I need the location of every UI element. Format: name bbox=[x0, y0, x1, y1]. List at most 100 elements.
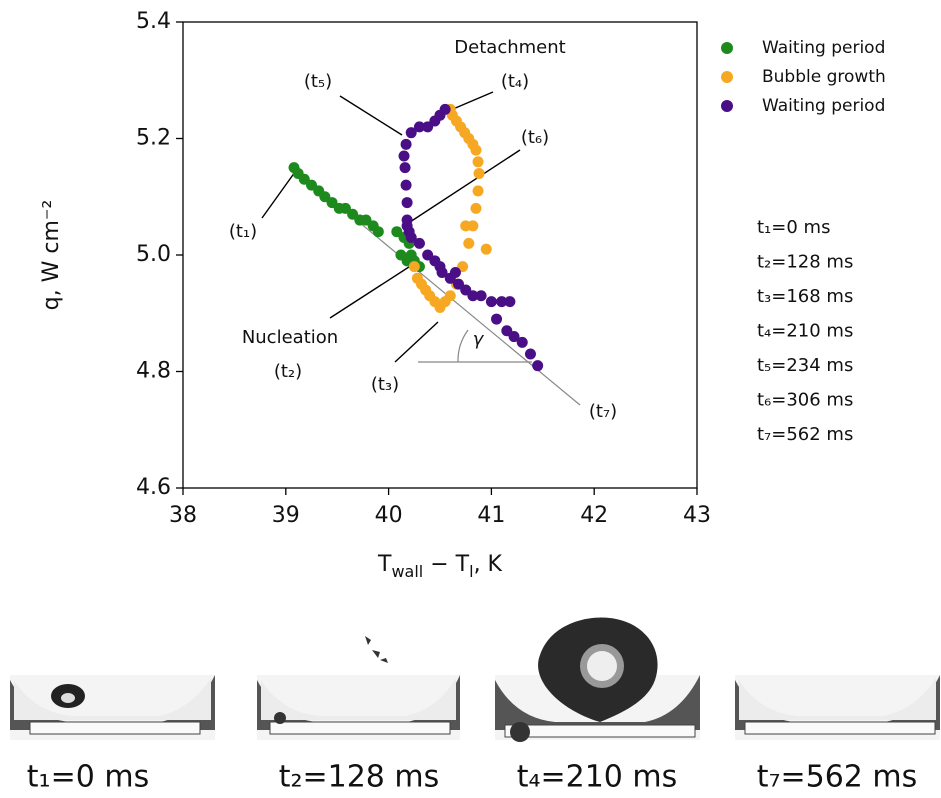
x-tick-label: 39 bbox=[272, 503, 300, 528]
point bbox=[473, 167, 485, 179]
point bbox=[475, 290, 487, 302]
point bbox=[470, 202, 482, 214]
point bbox=[399, 162, 411, 174]
photo-debris bbox=[365, 636, 388, 663]
point bbox=[472, 185, 484, 197]
point bbox=[516, 336, 528, 348]
y-tick-label: 5.2 bbox=[136, 126, 171, 151]
point bbox=[491, 313, 503, 325]
annotation: (t₃) bbox=[371, 374, 399, 395]
x-tick-label: 43 bbox=[683, 503, 711, 528]
point bbox=[413, 121, 425, 133]
point bbox=[413, 237, 425, 249]
y-tick-label: 4.8 bbox=[136, 359, 171, 384]
series bbox=[408, 103, 492, 313]
photo-bubble-core bbox=[61, 693, 75, 703]
point bbox=[496, 296, 508, 308]
photo bbox=[10, 675, 215, 740]
photo-bubble-core bbox=[587, 651, 617, 681]
legend-marker bbox=[721, 100, 733, 112]
photo-caption: t₇=562 ms bbox=[757, 760, 918, 795]
photo-liquid bbox=[14, 678, 211, 720]
annotation: (t₆) bbox=[521, 127, 549, 148]
point bbox=[480, 243, 492, 255]
x-label-sub: wall bbox=[391, 562, 423, 581]
series bbox=[288, 162, 425, 273]
x-label-sub: l bbox=[469, 562, 473, 581]
point bbox=[405, 232, 417, 244]
x-tick-label: 41 bbox=[477, 503, 505, 528]
legend-marker bbox=[721, 71, 733, 83]
point bbox=[463, 237, 475, 249]
x-tick-label: 40 bbox=[375, 503, 403, 528]
plot-frame bbox=[182, 21, 698, 489]
y-tick-label: 4.6 bbox=[136, 475, 171, 500]
annotation: Nucleation bbox=[242, 327, 338, 348]
annotation: (t₇) bbox=[589, 401, 617, 422]
point bbox=[485, 296, 497, 308]
leader bbox=[409, 149, 521, 223]
y-axis-label: q, W cm⁻² bbox=[39, 200, 64, 311]
photo-plate bbox=[269, 721, 451, 735]
annotation: (t₅) bbox=[304, 71, 332, 92]
photo-plate bbox=[29, 721, 201, 735]
time-note: t₃=168 ms bbox=[757, 286, 853, 307]
point bbox=[401, 220, 413, 232]
photo bbox=[735, 675, 940, 740]
photo-liquid bbox=[739, 678, 936, 720]
x-label-part: T bbox=[377, 552, 392, 577]
annotation: (t₂) bbox=[274, 361, 302, 382]
point bbox=[504, 296, 516, 308]
time-note: t₇=562 ms bbox=[757, 424, 853, 445]
x-axis-label: Twall − Tl, K bbox=[377, 552, 503, 581]
point bbox=[400, 179, 412, 191]
time-note: t₄=210 ms bbox=[757, 321, 853, 342]
point bbox=[395, 249, 407, 261]
point bbox=[472, 156, 484, 168]
angle-arc bbox=[457, 329, 469, 363]
annotation: (t₁) bbox=[229, 221, 257, 242]
legend-label: Waiting period bbox=[762, 38, 885, 58]
point bbox=[444, 290, 456, 302]
y-tick-label: 5.0 bbox=[136, 242, 171, 267]
legend-label: Waiting period bbox=[762, 96, 885, 116]
point bbox=[401, 197, 413, 209]
x-label-part: , K bbox=[474, 552, 503, 577]
series bbox=[398, 103, 544, 372]
point bbox=[434, 261, 446, 273]
point bbox=[532, 360, 544, 372]
time-note: t₅=234 ms bbox=[757, 355, 853, 376]
photo-caption: t₄=210 ms bbox=[517, 760, 678, 795]
time-note: t₁=0 ms bbox=[757, 217, 830, 238]
y-tick-label: 5.4 bbox=[136, 9, 171, 34]
point bbox=[524, 348, 536, 360]
leader bbox=[261, 171, 296, 219]
leader bbox=[394, 321, 439, 363]
point bbox=[400, 138, 412, 150]
annotation: (t₄) bbox=[501, 71, 529, 92]
leader bbox=[329, 264, 413, 319]
x-label-part: − T bbox=[423, 552, 469, 577]
point bbox=[372, 226, 384, 238]
photo-caption: t₂=128 ms bbox=[279, 760, 440, 795]
photo bbox=[495, 617, 700, 742]
point bbox=[467, 290, 479, 302]
leader-lines bbox=[261, 91, 521, 363]
time-note: t₆=306 ms bbox=[757, 390, 853, 411]
annotation: γ bbox=[473, 329, 485, 350]
photo bbox=[257, 636, 460, 740]
point bbox=[405, 127, 417, 139]
point bbox=[508, 331, 520, 343]
leader bbox=[339, 95, 403, 136]
point bbox=[398, 150, 410, 162]
x-tick-label: 38 bbox=[169, 503, 197, 528]
point bbox=[460, 220, 472, 232]
photo-caption: t₁=0 ms bbox=[27, 760, 149, 795]
photo-bubble bbox=[510, 722, 530, 742]
legend-marker bbox=[721, 42, 733, 54]
x-tick-label: 42 bbox=[580, 503, 608, 528]
legend-label: Bubble growth bbox=[762, 67, 886, 87]
time-note: t₂=128 ms bbox=[757, 252, 853, 273]
